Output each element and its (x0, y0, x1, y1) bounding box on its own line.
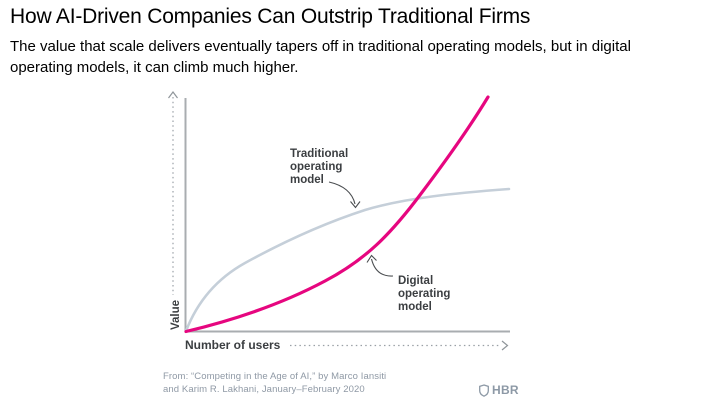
digital-callout-arrow (370, 258, 394, 277)
digital-arrowhead-icon (366, 254, 377, 263)
traditional-label-line3: model (290, 174, 324, 186)
digital-label-line2: operating (398, 288, 450, 300)
slide-subtitle: The value that scale delivers eventually… (10, 38, 631, 76)
hbr-shield-icon (479, 383, 489, 397)
digital-curve (184, 95, 490, 334)
traditional-label-line1: Traditional (290, 148, 348, 160)
source-attribution: From: “Competing in the Age of AI,” by M… (163, 371, 386, 396)
hbr-logo-text: HBR (492, 383, 519, 397)
source-line-2: and Karim R. Lakhani, January–February 2… (163, 383, 365, 395)
traditional-label-line2: operating (290, 161, 342, 173)
source-line-1: From: “Competing in the Age of AI,” by M… (163, 371, 387, 382)
slide-title: How AI-Driven Companies Can Outstrip Tra… (10, 5, 531, 28)
digital-label-line1: Digital (398, 275, 433, 287)
digital-label-line3: model (398, 301, 432, 313)
traditional-arrowhead-icon (350, 201, 361, 209)
traditional-curve (184, 187, 511, 333)
x-axis-arrowhead-icon (501, 340, 509, 351)
traditional-callout-arrow (328, 181, 356, 205)
line-chart: Value Traditional operating model Digita… (168, 91, 511, 352)
x-axis-label: Number of users (185, 338, 281, 352)
y-axis-arrowhead-icon (168, 91, 178, 99)
hbr-logo: HBR (479, 383, 519, 397)
y-axis-label: Value (170, 300, 182, 330)
